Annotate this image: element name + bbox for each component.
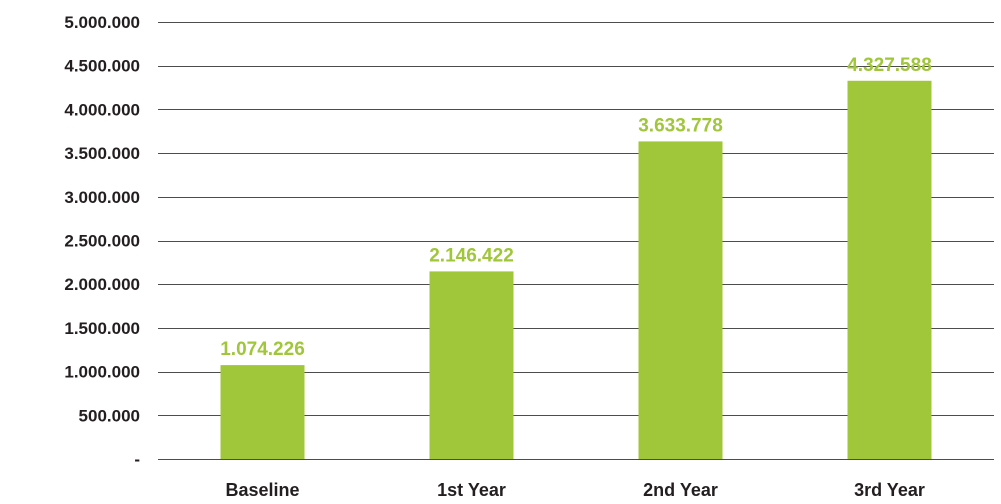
y-tick-label: 1.500.000	[64, 319, 140, 338]
bars	[220, 80, 932, 460]
data-label: 2.146.422	[429, 245, 514, 266]
y-tick-label: 4.000.000	[64, 100, 140, 119]
data-label: 1.074.226	[220, 339, 305, 360]
bar	[220, 365, 305, 459]
bar	[847, 80, 932, 460]
x-tick-label: Baseline	[225, 480, 299, 500]
data-label: 3.633.778	[638, 115, 723, 136]
y-tick-label: 5.000.000	[64, 13, 140, 32]
y-tick-label: 1.000.000	[64, 363, 140, 382]
data-label: 4.327.588	[847, 55, 932, 76]
y-axis: - 500.000 1.000.000 1.500.000 2.000.000 2.500…	[64, 13, 140, 469]
y-tick-label: 500.000	[79, 406, 140, 425]
bar	[638, 141, 723, 459]
x-tick-label: 3rd Year	[854, 480, 925, 500]
y-tick-label: 3.500.000	[64, 144, 140, 163]
x-tick-label: 1st Year	[437, 480, 506, 500]
data-labels: 1.074.226 2.146.422 3.633.778 4.327.588	[220, 55, 932, 360]
y-tick-label: 3.000.000	[64, 188, 140, 207]
y-tick-label: 2.000.000	[64, 275, 140, 294]
y-tick-label: 4.500.000	[64, 57, 140, 76]
x-tick-label: 2nd Year	[643, 480, 718, 500]
bar	[429, 271, 514, 459]
x-axis: Baseline 1st Year 2nd Year 3rd Year	[225, 480, 924, 500]
y-tick-label: -	[134, 450, 140, 469]
y-tick-label: 2.500.000	[64, 232, 140, 251]
